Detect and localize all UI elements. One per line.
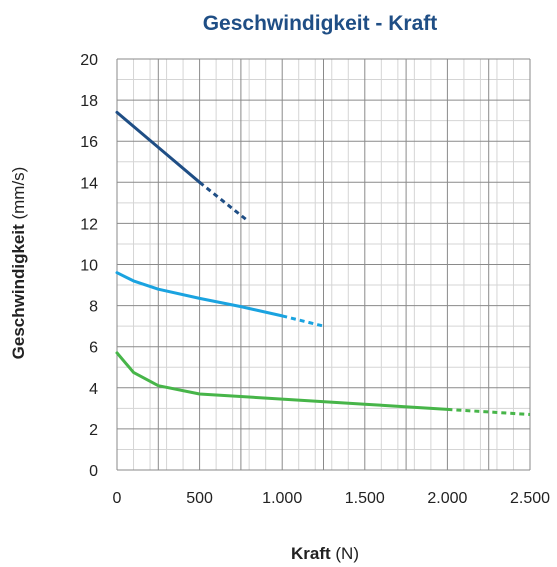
y-tick-label: 14 xyxy=(80,175,98,192)
series-2-dashed-line xyxy=(281,314,324,328)
x-tick-label: 0 xyxy=(113,490,122,507)
y-tick-label: 16 xyxy=(80,134,98,151)
x-tick-label: 1.000 xyxy=(262,490,302,507)
y-tick-label: 12 xyxy=(80,216,98,233)
y-axis-label: Geschwindigkeit (mm/s) xyxy=(9,167,28,360)
series-3-dashed-line xyxy=(447,407,531,416)
y-tick-label: 0 xyxy=(89,463,98,480)
x-tick-label: 1.500 xyxy=(345,490,385,507)
y-tick-labels: 0 2 4 6 8 10 12 14 16 18 20 xyxy=(80,52,98,480)
y-tick-label: 6 xyxy=(89,340,98,357)
chart-title: Geschwindigkeit - Kraft xyxy=(203,12,438,35)
y-axis-label-name: Geschwindigkeit xyxy=(9,224,28,359)
x-tick-labels: 0 500 1.000 1.500 2.000 2.500 xyxy=(113,490,551,507)
series-3-solid-line xyxy=(115,351,449,411)
series-1-dashed-line xyxy=(198,181,247,221)
y-tick-label: 18 xyxy=(80,93,98,110)
major-gridlines xyxy=(116,58,531,471)
y-tick-label: 8 xyxy=(89,299,98,316)
x-tick-label: 2.500 xyxy=(510,490,550,507)
y-tick-label: 4 xyxy=(89,381,98,398)
y-tick-label: 20 xyxy=(80,52,98,69)
series-lines xyxy=(115,110,531,416)
x-tick-label: 2.000 xyxy=(427,490,467,507)
y-tick-label: 10 xyxy=(80,258,98,275)
y-axis-label-unit-text: (mm/s) xyxy=(9,167,28,220)
x-axis-label-unit: (N) xyxy=(335,544,359,563)
x-axis-label: Kraft (N) xyxy=(291,544,359,563)
y-tick-label: 2 xyxy=(89,422,98,439)
series-2-solid-line xyxy=(115,271,284,318)
series-1-solid-line xyxy=(115,110,202,184)
x-axis-label-name: Kraft xyxy=(291,544,331,563)
x-tick-label: 500 xyxy=(186,490,213,507)
